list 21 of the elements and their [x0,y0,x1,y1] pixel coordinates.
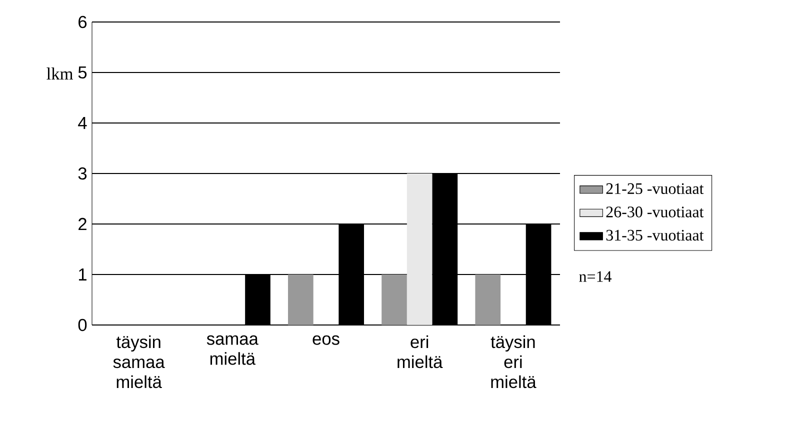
y-tick-label: 0 [78,318,87,332]
y-tick-label: 4 [78,117,87,129]
bar [382,274,407,325]
x-tick-label: eri mieltä [398,335,443,368]
x-tick-label: eos [312,335,340,345]
x-tick-label: täysin eri mieltä [490,335,536,388]
y-axis-title: lkm [46,67,73,80]
x-tick-label: täysin samaa mieltä [113,335,165,388]
y-tick-label: 6 [78,16,87,28]
x-tick-label: samaa mieltä [206,335,258,365]
y-tick-label: 5 [78,66,87,79]
legend-label: 26-30 -vuotiaat [606,206,704,218]
y-tick-label: 3 [78,167,87,180]
y-tick-label: 2 [78,218,86,230]
bar [406,173,432,325]
bar [475,274,501,325]
legend-label: 21-25 -vuotiaat [606,183,704,194]
text: n=14 [579,271,612,282]
legend-label: 31-35 -vuotiaat [606,230,704,241]
y-tick-label: 1 [78,268,86,280]
bar [288,274,314,325]
